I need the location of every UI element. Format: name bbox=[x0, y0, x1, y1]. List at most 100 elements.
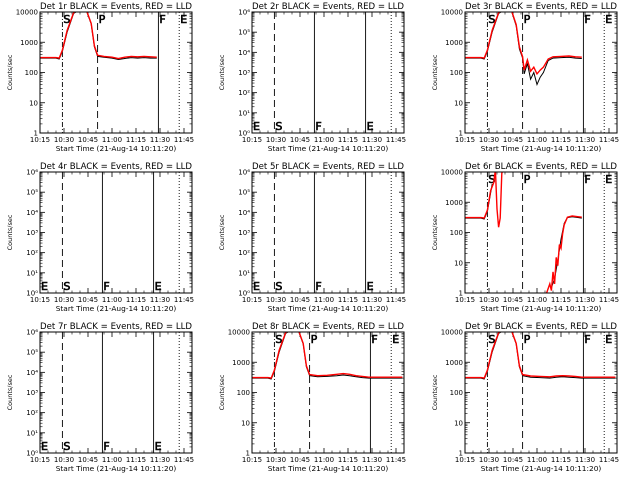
panel-det-4: Det 4r BLACK = Events, RED = LLD Counts/s… bbox=[6, 162, 194, 313]
plot-frame bbox=[251, 171, 405, 294]
x-tick-label: 11:15 bbox=[551, 456, 571, 464]
series-group bbox=[252, 332, 403, 380]
x-tick-label: 10:30 bbox=[266, 296, 286, 304]
marker-label: F bbox=[103, 440, 109, 453]
x-tick-label: 10:15 bbox=[455, 136, 475, 144]
series-group bbox=[465, 12, 582, 87]
y-tick-label: 10 bbox=[454, 259, 463, 267]
x-tick-label: 11:15 bbox=[126, 456, 146, 464]
x-tick-label: 10:15 bbox=[30, 296, 50, 304]
y-tick-label: 10⁰ bbox=[26, 290, 38, 298]
panel-title: Det 2r BLACK = Events, RED = LLD bbox=[252, 2, 404, 12]
lld-series-line bbox=[465, 12, 582, 76]
marker-label: E bbox=[253, 120, 260, 133]
x-tick-label: 11:15 bbox=[551, 136, 571, 144]
marker-label: E bbox=[155, 440, 162, 453]
series-group bbox=[465, 172, 582, 293]
y-tick-label: 1 bbox=[459, 290, 463, 298]
x-tick-label: 10:45 bbox=[78, 296, 98, 304]
x-tick-label: 10:15 bbox=[242, 456, 262, 464]
y-tick-label: 100 bbox=[450, 229, 463, 237]
y-tick-label: 10² bbox=[238, 249, 250, 257]
marker-label: S bbox=[63, 440, 70, 453]
y-tick-label: 10⁶ bbox=[238, 9, 250, 17]
x-tick-label: 11:15 bbox=[126, 136, 146, 144]
plot-frame bbox=[39, 331, 193, 454]
panel-det-5: Det 5r BLACK = Events, RED = LLD Counts/s… bbox=[218, 162, 406, 313]
y-tick-label: 10⁴ bbox=[238, 49, 250, 57]
y-tick-label: 10¹ bbox=[26, 269, 38, 277]
marker-label: P bbox=[524, 333, 531, 346]
y-tick-label: 10⁶ bbox=[26, 169, 38, 177]
x-tick-label: 11:30 bbox=[150, 136, 170, 144]
lld-series-line bbox=[40, 12, 157, 60]
y-tick-label: 1000 bbox=[445, 39, 463, 47]
plot-frame bbox=[251, 331, 405, 454]
marker-label: E bbox=[605, 13, 612, 26]
x-tick-label: 11:00 bbox=[314, 136, 334, 144]
y-tick-label: 10⁰ bbox=[26, 450, 38, 458]
x-tick-label: 10:30 bbox=[54, 456, 74, 464]
x-tick-label: 11:00 bbox=[527, 456, 547, 464]
marker-label: E bbox=[605, 173, 612, 186]
y-tick-label: 10² bbox=[238, 89, 250, 97]
y-axis-label: Counts/sec bbox=[6, 374, 14, 410]
x-tick-label: 10:45 bbox=[290, 136, 310, 144]
x-tick-label: 10:15 bbox=[242, 296, 262, 304]
x-tick-label: 11:30 bbox=[362, 456, 382, 464]
marker-label: S bbox=[63, 280, 70, 293]
lld-series-line bbox=[545, 215, 582, 293]
y-tick-label: 10⁵ bbox=[26, 189, 38, 197]
y-tick-label: 1000 bbox=[20, 39, 38, 47]
panel-title: Det 7r BLACK = Events, RED = LLD bbox=[40, 322, 192, 332]
x-tick-label: 11:45 bbox=[174, 136, 194, 144]
marker-label: E bbox=[367, 280, 374, 293]
y-tick-label: 1 bbox=[459, 130, 463, 138]
marker-label: E bbox=[41, 280, 48, 293]
y-axis-label: Counts/sec bbox=[218, 374, 226, 410]
x-axis-label: Start Time (21-Aug-14 10:11:20) bbox=[268, 304, 389, 313]
marker-label: S bbox=[275, 120, 282, 133]
marker-label: S bbox=[275, 333, 282, 346]
x-axis-label: Start Time (21-Aug-14 10:11:20) bbox=[56, 144, 177, 153]
x-tick-label: 11:15 bbox=[551, 296, 571, 304]
marker-label: S bbox=[488, 333, 495, 346]
y-tick-label: 10³ bbox=[26, 229, 38, 237]
lld-series-line bbox=[465, 332, 616, 379]
y-tick-label: 100 bbox=[25, 69, 38, 77]
x-tick-label: 11:30 bbox=[362, 136, 382, 144]
panel-title: Det 9r BLACK = Events, RED = LLD bbox=[465, 322, 617, 332]
y-tick-label: 10⁴ bbox=[26, 369, 38, 377]
y-tick-label: 10² bbox=[26, 249, 38, 257]
marker-label: P bbox=[524, 13, 531, 26]
x-tick-label: 10:30 bbox=[266, 456, 286, 464]
x-tick-label: 10:30 bbox=[479, 456, 499, 464]
marker-label: E bbox=[180, 13, 187, 26]
y-axis-label: Counts/sec bbox=[218, 214, 226, 250]
x-axis-label: Start Time (21-Aug-14 10:11:20) bbox=[481, 144, 602, 153]
y-tick-label: 10⁶ bbox=[26, 329, 38, 337]
panel-title: Det 1r BLACK = Events, RED = LLD bbox=[40, 2, 192, 12]
x-tick-label: 11:15 bbox=[338, 296, 358, 304]
x-tick-label: 11:45 bbox=[599, 456, 619, 464]
panel-det-2: Det 2r BLACK = Events, RED = LLD Counts/s… bbox=[218, 2, 406, 153]
panel-det-1: Det 1r BLACK = Events, RED = LLD Counts/s… bbox=[6, 2, 194, 153]
y-tick-label: 10 bbox=[241, 419, 250, 427]
y-tick-label: 10000 bbox=[16, 9, 38, 17]
lld-series-line bbox=[252, 332, 403, 379]
marker-label: F bbox=[159, 13, 165, 26]
x-tick-label: 11:30 bbox=[575, 136, 595, 144]
y-tick-label: 10 bbox=[454, 419, 463, 427]
marker-label: S bbox=[63, 13, 70, 26]
y-tick-label: 10¹ bbox=[26, 429, 38, 437]
y-tick-label: 10³ bbox=[26, 389, 38, 397]
plot-frame bbox=[39, 171, 193, 294]
y-axis-label: Counts/sec bbox=[218, 54, 226, 90]
y-tick-label: 10⁴ bbox=[26, 209, 38, 217]
panel-title: Det 4r BLACK = Events, RED = LLD bbox=[40, 162, 192, 172]
y-tick-label: 10000 bbox=[441, 169, 463, 177]
x-tick-label: 11:45 bbox=[386, 136, 406, 144]
x-tick-label: 10:45 bbox=[290, 456, 310, 464]
series-group bbox=[465, 332, 616, 380]
y-tick-label: 10000 bbox=[441, 9, 463, 17]
